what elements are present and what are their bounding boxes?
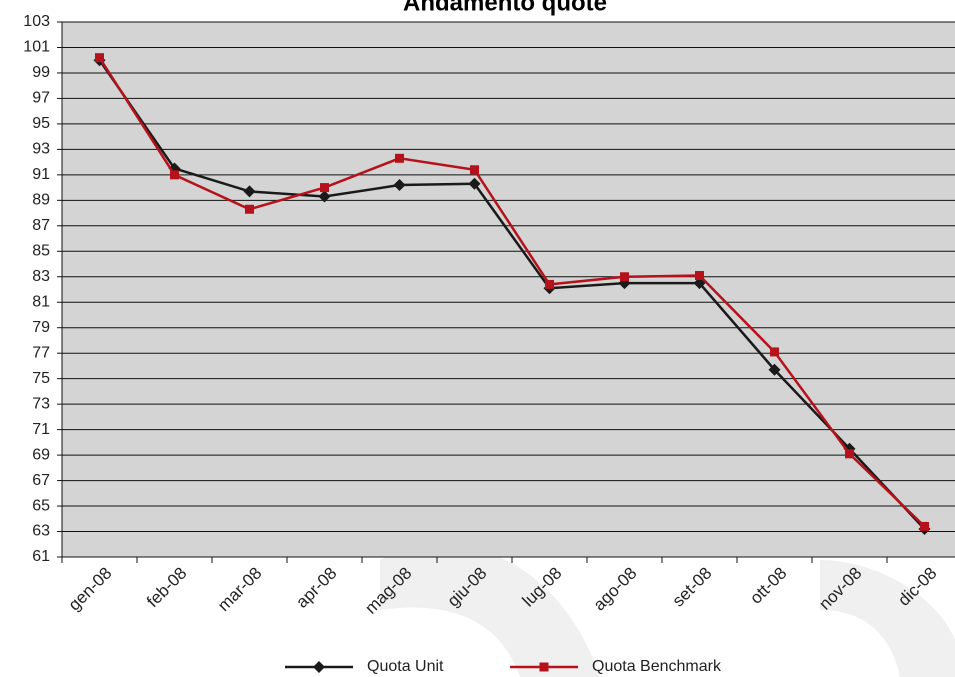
y-tick-label: 79 <box>32 319 50 336</box>
y-tick-label: 73 <box>32 395 50 412</box>
y-tick-label: 67 <box>32 472 50 489</box>
x-tick-label: ago-08 <box>590 564 641 615</box>
marker <box>768 363 781 376</box>
y-tick-label: 71 <box>32 421 50 438</box>
y-tick-label: 91 <box>32 166 50 183</box>
y-tick-label: 95 <box>32 115 50 132</box>
marker <box>243 185 256 198</box>
marker <box>395 153 404 163</box>
x-tick-label: mar-08 <box>214 564 266 616</box>
y-tick-label: 61 <box>32 548 50 565</box>
chart-title: Andamento quote <box>403 0 607 16</box>
y-tick-label: 65 <box>32 497 50 514</box>
x-tick-label: apr-08 <box>292 564 340 612</box>
y-tick-label: 103 <box>23 13 50 30</box>
marker <box>695 270 704 280</box>
x-tick-label: set-08 <box>669 564 716 611</box>
marker <box>770 347 779 357</box>
y-tick-label: 93 <box>32 141 50 158</box>
legend-label: Quota Benchmark <box>592 658 722 675</box>
y-tick-label: 99 <box>32 64 50 81</box>
marker <box>95 53 104 63</box>
y-tick-label: 85 <box>32 243 50 260</box>
y-tick-label: 101 <box>23 39 50 56</box>
x-tick-label: ott-08 <box>746 564 790 608</box>
y-tick-label: 77 <box>32 344 50 361</box>
marker <box>245 204 254 214</box>
marker <box>620 272 629 282</box>
y-tick-label: 97 <box>32 90 50 107</box>
y-tick-label: 63 <box>32 523 50 540</box>
marker <box>845 449 854 459</box>
marker <box>393 179 406 192</box>
series-line <box>98 56 926 528</box>
legend-label: Quota Unit <box>367 658 444 675</box>
series-line <box>98 59 926 530</box>
y-tick-label: 81 <box>32 293 50 310</box>
y-tick-label: 83 <box>32 268 50 285</box>
plot-area <box>62 22 955 557</box>
marker <box>318 190 331 203</box>
marker <box>468 177 481 190</box>
x-tick-label: feb-08 <box>143 564 191 612</box>
marker <box>920 521 929 531</box>
marker <box>320 183 329 193</box>
marker <box>170 170 179 180</box>
y-tick-label: 69 <box>32 446 50 463</box>
y-tick-label: 87 <box>32 217 50 234</box>
y-tick-label: 75 <box>32 370 50 387</box>
watermark <box>380 544 600 677</box>
watermark <box>820 560 955 677</box>
marker <box>539 662 549 672</box>
marker <box>313 661 325 673</box>
marker <box>545 279 554 289</box>
marker <box>470 165 479 175</box>
x-tick-label: gen-08 <box>65 564 116 615</box>
y-tick-label: 89 <box>32 192 50 209</box>
